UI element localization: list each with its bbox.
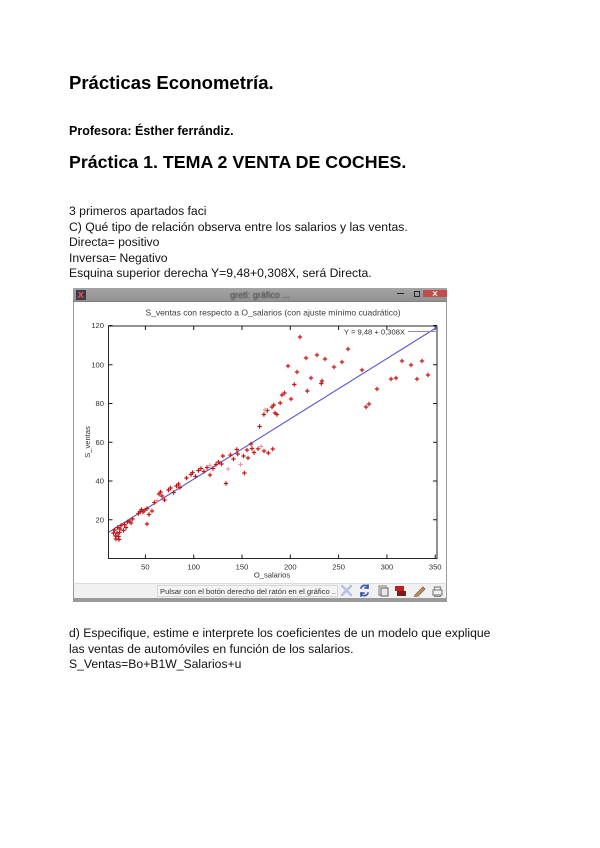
svg-text:Y = 9,48 + 0,308X: Y = 9,48 + 0,308X	[344, 328, 405, 337]
svg-text:S_ventas: S_ventas	[83, 426, 92, 458]
svg-text:20: 20	[96, 515, 104, 524]
svg-text:60: 60	[96, 438, 104, 447]
svg-text:50: 50	[141, 563, 149, 572]
svg-text:250: 250	[332, 563, 345, 572]
svg-text:100: 100	[187, 563, 200, 572]
svg-text:350: 350	[429, 563, 442, 572]
svg-text:O_salarios: O_salarios	[254, 571, 290, 580]
svg-text:150: 150	[236, 563, 249, 572]
svg-text:100: 100	[91, 360, 104, 369]
svg-text:300: 300	[381, 563, 394, 572]
svg-text:40: 40	[96, 477, 104, 486]
svg-text:200: 200	[284, 563, 297, 572]
svg-text:120: 120	[91, 321, 104, 330]
svg-text:80: 80	[96, 399, 104, 408]
svg-text:S_ventas con respecto a O_sala: S_ventas con respecto a O_salarios (con …	[145, 308, 400, 318]
